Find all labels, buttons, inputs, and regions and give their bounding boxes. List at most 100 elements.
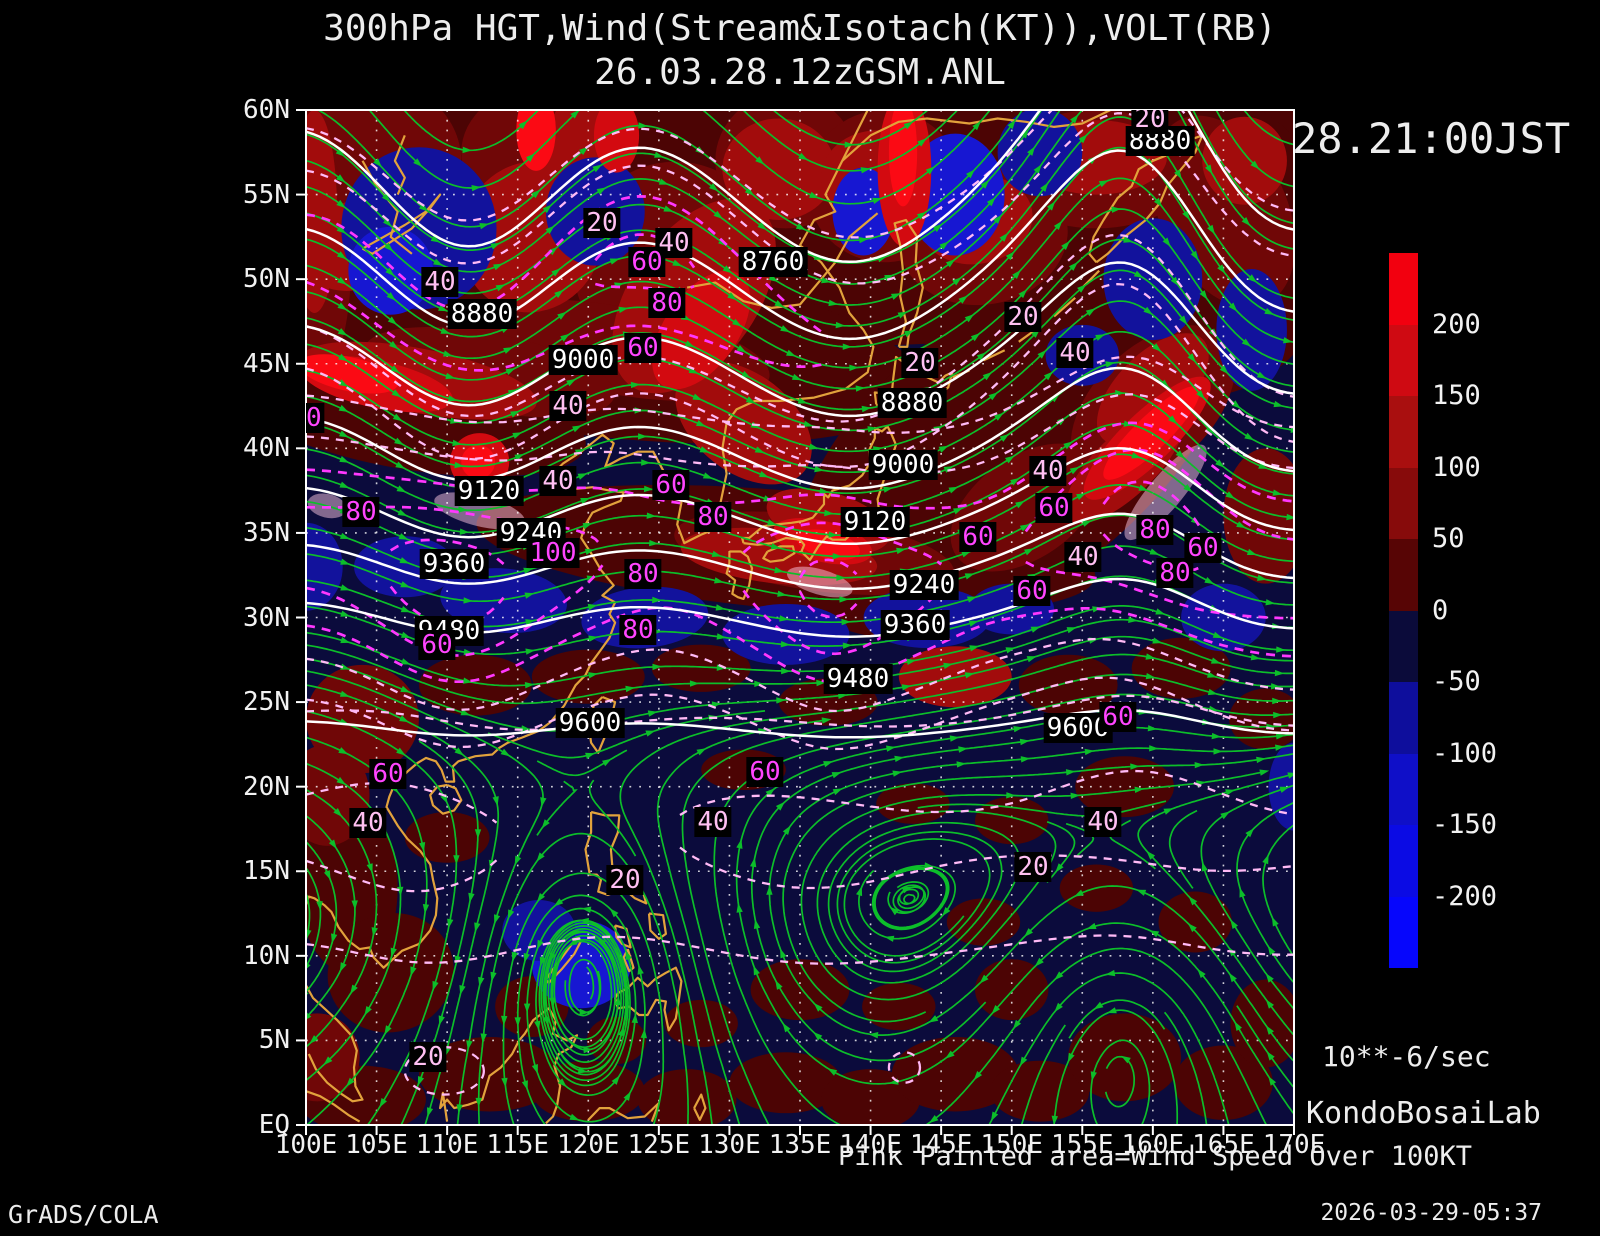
streamline-arrow: [709, 183, 719, 192]
streamline-arrow: [1257, 574, 1267, 581]
streamline-arrow: [883, 486, 893, 493]
streamline-arrow: [339, 962, 347, 972]
streamline-arrow: [609, 908, 619, 918]
streamline-arrow: [775, 801, 785, 811]
vorticity-shade-blob: [306, 1013, 360, 1102]
streamline: [1243, 110, 1294, 146]
colorbar-tick-label: 50: [1432, 523, 1465, 554]
lat-axis-label: 55N: [243, 179, 290, 210]
streamline-arrow: [1134, 786, 1145, 793]
streamline-arrow: [371, 927, 378, 937]
lat-axis-label: 35N: [243, 517, 290, 548]
streamline-layer: [306, 110, 1294, 1125]
streamline-arrow: [536, 852, 545, 862]
streamline-arrow: [580, 498, 591, 505]
streamline-arrow: [1187, 353, 1196, 363]
streamline-arrow: [1070, 792, 1081, 799]
streamline-arrow: [696, 748, 707, 756]
streamline-arrow: [419, 842, 426, 852]
streamline-arrow: [1274, 669, 1285, 677]
streamline-arrow: [798, 152, 808, 161]
streamline-arrow: [786, 349, 796, 357]
streamline-arrow: [468, 892, 475, 903]
vorticity-shade-blob: [404, 812, 490, 863]
streamline-arrow: [501, 1077, 508, 1088]
streamline-arrow: [967, 596, 977, 603]
streamline-arrow: [696, 420, 706, 427]
streamline: [306, 392, 1294, 516]
vorticity-shade-blob: [997, 110, 1083, 197]
isotach-contour-20: [306, 934, 1294, 965]
streamline-arrow: [1133, 270, 1144, 278]
streamline-arrow: [339, 430, 349, 438]
streamline: [1236, 1005, 1294, 1088]
streamline-arrow: [928, 1015, 939, 1023]
colorbar-segment: [1389, 396, 1418, 468]
streamline-arrow: [713, 210, 723, 219]
coastline: [647, 912, 667, 941]
streamline-arrow: [641, 459, 651, 466]
streamline-arrow: [336, 174, 346, 183]
streamline-arrow: [1084, 748, 1095, 756]
streamline-arrow: [1061, 240, 1070, 250]
streamline-arrow: [964, 672, 975, 679]
vorticity-shade-blob: [306, 110, 338, 313]
isotach-contour-60: [306, 280, 829, 372]
streamline-arrow: [390, 947, 397, 958]
vorticity-shade-blob: [796, 529, 860, 561]
isotach-contour-label: 80: [624, 559, 662, 589]
streamline-arrow: [663, 205, 674, 212]
streamline-arrow: [1220, 811, 1230, 820]
isotach-contour-80: [594, 233, 696, 269]
vorticity-shade-blob: [306, 522, 343, 611]
streamline-arrow: [757, 221, 767, 231]
isotach-contour-label: 40: [549, 391, 587, 421]
streamline-arrow: [1033, 164, 1042, 174]
streamline-arrow: [1086, 922, 1097, 929]
isotach-contour-100: [1102, 480, 1204, 532]
streamline-arrow: [1147, 725, 1158, 732]
streamline-arrow: [1082, 520, 1092, 527]
streamline-arrow: [1068, 262, 1078, 271]
streamline-arrow: [1271, 916, 1279, 927]
streamline-arrow: [958, 295, 968, 304]
streamline-arrow: [849, 364, 859, 371]
streamline-arrow: [1241, 217, 1251, 226]
streamline-arrow: [640, 1028, 647, 1039]
streamline-arrow: [964, 314, 975, 323]
streamline-arrow: [1275, 744, 1285, 751]
streamline-arrow: [753, 919, 761, 929]
streamline-arrow: [462, 146, 473, 154]
streamline-arrow: [1190, 250, 1199, 261]
streamline-arrow: [340, 663, 351, 670]
streamline-arrow: [433, 258, 443, 266]
streamline-arrow: [1205, 164, 1213, 175]
isotach-contour-40: [679, 846, 1294, 890]
streamline: [917, 800, 1167, 817]
streamline-arrow: [1019, 738, 1030, 746]
streamline-arrow: [988, 392, 998, 401]
streamline-arrow: [398, 533, 409, 540]
streamline-arrow: [1225, 491, 1236, 499]
streamline-arrow: [821, 277, 831, 284]
streamline-arrow: [620, 962, 627, 973]
streamline-arrow: [776, 697, 786, 704]
streamline-arrow: [1182, 210, 1190, 221]
streamline-arrow: [572, 425, 582, 433]
streamline-arrow: [1054, 1002, 1063, 1013]
isotach-contour-label: 60: [306, 403, 325, 433]
height-contour-9240: [306, 447, 1294, 546]
streamline-arrow: [381, 193, 391, 203]
streamline-arrow: [1149, 745, 1159, 752]
streamline-arrow: [494, 914, 501, 925]
streamline-arrow: [753, 965, 760, 976]
streamline-arrow: [1090, 1071, 1097, 1082]
streamline-arrow: [966, 169, 975, 179]
streamline: [306, 789, 378, 1048]
streamline: [768, 744, 1294, 1062]
streamline-arrow: [643, 485, 654, 493]
streamline-arrow: [1013, 726, 1024, 733]
streamline-arrow: [956, 761, 967, 768]
streamline-arrow: [523, 1003, 531, 1013]
streamline-arrow: [813, 1002, 823, 1012]
